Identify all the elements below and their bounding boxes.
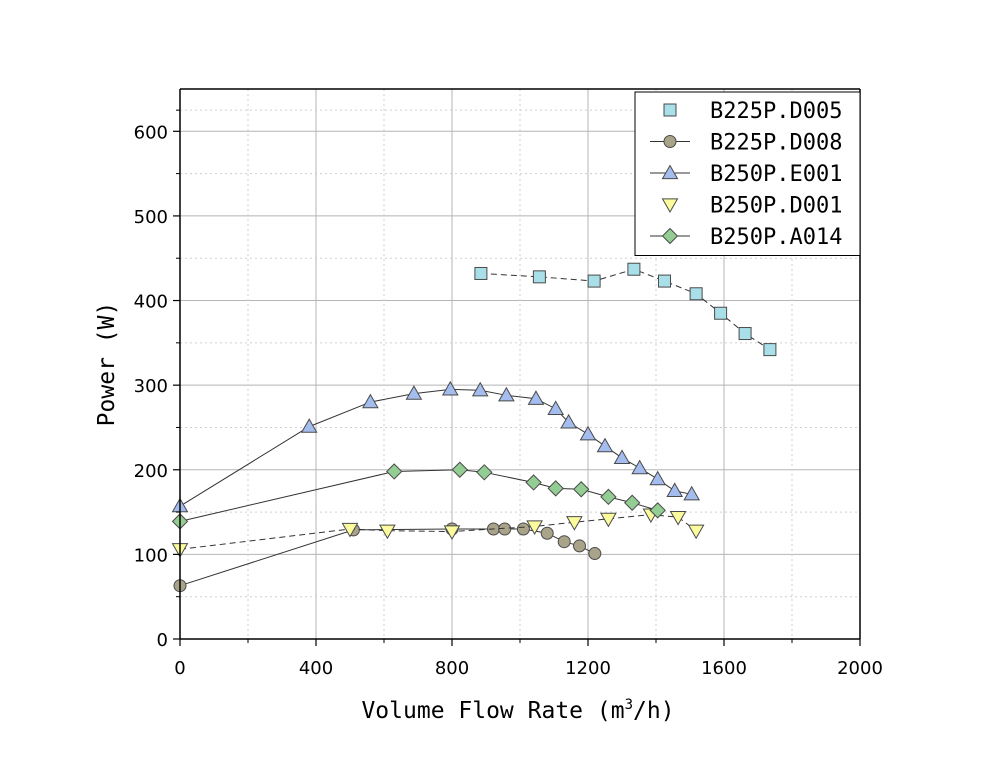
data-point [572, 481, 590, 498]
legend-label: B250P.D001 [710, 194, 842, 219]
y-tick-label: 400 [134, 292, 168, 313]
x-tick-label: 2000 [837, 658, 883, 679]
data-point [405, 385, 423, 400]
data-point [600, 512, 617, 528]
x-tick-label: 0 [174, 658, 185, 679]
legend-label: B250P.E001 [710, 162, 842, 187]
data-point [687, 524, 705, 540]
legend: B225P.D005 B225P.D008 B250P.E001 B250P.D001… [634, 91, 861, 256]
legend-marker [661, 198, 679, 214]
data-point [566, 516, 583, 531]
grid [180, 89, 860, 639]
data-point [573, 539, 586, 553]
data-point [689, 287, 703, 301]
data-point [600, 488, 617, 506]
data-point [579, 425, 597, 441]
data-point [714, 306, 728, 320]
data-point [587, 274, 601, 288]
series-b250p-e001 [171, 380, 701, 513]
data-point [379, 524, 396, 540]
data-point [516, 522, 530, 536]
data-point [362, 393, 379, 409]
data-point [658, 274, 671, 288]
legend-marker [663, 135, 677, 148]
legend-label: B225P.D005 [710, 99, 842, 124]
y-tick-label: 300 [134, 376, 168, 397]
data-point [474, 266, 488, 280]
data-point [649, 470, 667, 486]
series-line [179, 469, 658, 522]
legend-label: B225P.D008 [710, 131, 842, 156]
legend-entry: B225P.D005 [663, 99, 842, 124]
y-axis-title: Power (W) [94, 302, 120, 427]
legend-label: B250P.A014 [710, 225, 842, 250]
x-tick-label: 800 [435, 658, 469, 679]
y-tick-label: 200 [134, 461, 168, 482]
x-tick-label: 1600 [701, 658, 747, 679]
data-point [627, 262, 641, 276]
series-line [179, 528, 596, 587]
data-point [547, 400, 565, 415]
data-point [623, 494, 641, 511]
data-point [588, 547, 602, 561]
legend-marker [661, 164, 679, 180]
x-tick-label: 1200 [565, 658, 611, 679]
legend-marker [663, 103, 677, 117]
data-point [763, 343, 777, 357]
x-axis-title: Volume Flow Rate (m3/h) [361, 697, 674, 724]
data-point [560, 413, 577, 429]
y-tick-label: 600 [134, 122, 168, 143]
y-tick-label: 500 [134, 207, 168, 228]
y-tick-label: 100 [134, 545, 168, 566]
data-point [527, 390, 545, 405]
data-point [596, 437, 614, 453]
data-point [476, 464, 493, 481]
data-point [443, 525, 461, 541]
legend-marker [661, 227, 679, 245]
legend-entry: B250P.D001 [661, 194, 842, 219]
data-point [526, 520, 543, 535]
data-point [613, 449, 631, 465]
series-b225p-d005 [474, 262, 777, 357]
data-point [525, 474, 542, 491]
legend-entry: B250P.A014 [650, 225, 842, 250]
data-point [300, 418, 318, 433]
y-tick-label: 0 [157, 630, 168, 651]
data-point [666, 482, 684, 498]
data-point [649, 502, 666, 519]
series-layer [171, 262, 777, 593]
data-point [547, 480, 564, 497]
x-tick-label: 400 [299, 658, 333, 679]
data-point [441, 380, 459, 396]
data-point [683, 485, 701, 501]
data-point [341, 522, 359, 538]
series-b250p-a014 [171, 461, 666, 530]
legend-entry: B250P.E001 [650, 162, 842, 187]
series-line [480, 268, 771, 351]
data-point [557, 535, 571, 549]
data-point [451, 461, 469, 478]
data-point [631, 459, 649, 475]
data-point [669, 511, 687, 526]
data-point [385, 463, 403, 480]
data-point [738, 327, 752, 341]
data-point [498, 386, 515, 402]
data-point [471, 381, 489, 397]
data-point [540, 526, 554, 540]
legend-entry: B225P.D008 [650, 131, 842, 156]
tick-labels: 0 400 800 1200 1600 2000 0 100 200 300 400 500 600 [134, 122, 883, 679]
data-point [532, 270, 546, 284]
